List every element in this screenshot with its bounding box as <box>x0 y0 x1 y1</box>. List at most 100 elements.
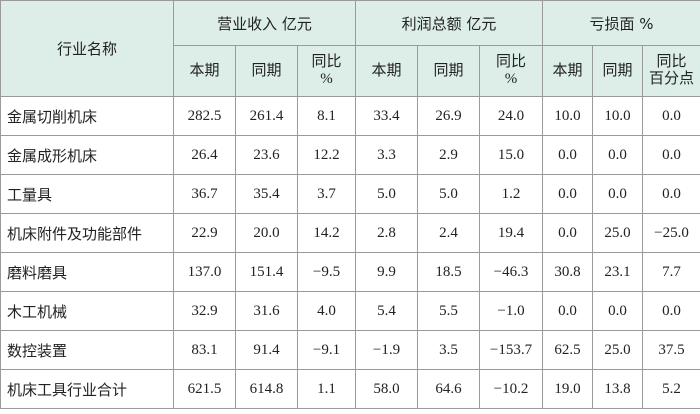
cell: 10.0 <box>592 96 644 136</box>
row-name: 工量具 <box>0 174 174 214</box>
table-row: 机床工具行业合计 621.5 614.8 1.1 58.0 64.6 −10.2 19.0 13… <box>0 369 700 409</box>
row-name: 金属成形机床 <box>0 135 174 175</box>
row-name: 磨料磨具 <box>0 252 174 292</box>
cell: 83.1 <box>173 330 236 370</box>
cell: 1.1 <box>296 369 357 409</box>
cell: 4.0 <box>296 291 357 331</box>
cell: 5.5 <box>417 291 481 331</box>
subheader-line: 同期 <box>251 62 282 79</box>
subheader-line: 同期 <box>433 62 464 79</box>
cell: 25.0 <box>592 330 644 370</box>
table-header: 行业名称 营业收入 亿元 利润总额 亿元 亏损面 % 本期 同期 同比% 本期 同期 同比% 本期同… <box>0 0 700 97</box>
cell: 13.8 <box>592 369 644 409</box>
subheader: 同期 <box>235 45 298 97</box>
subheader: 本期 <box>355 45 419 97</box>
cell: 36.7 <box>173 174 236 214</box>
cell: 5.4 <box>355 291 419 331</box>
cell: 37.5 <box>642 330 700 370</box>
cell: 30.8 <box>542 252 594 292</box>
subheader: 同比 百分点 <box>642 45 700 97</box>
header-row: 行业名称 营业收入 亿元 利润总额 亿元 亏损面 % <box>0 0 700 97</box>
subheader: 本期 <box>542 45 594 97</box>
cell: 7.7 <box>642 252 700 292</box>
cell: 19.0 <box>542 369 594 409</box>
cell: 14.2 <box>296 213 357 253</box>
cell: 20.0 <box>235 213 298 253</box>
cell: −1.9 <box>355 330 419 370</box>
subheader-line: % <box>504 71 518 87</box>
cell: 23.1 <box>592 252 644 292</box>
cell: 15.0 <box>479 135 544 175</box>
subheader: 同比% <box>479 45 544 97</box>
subheader: 同期 <box>592 45 644 97</box>
cell: 0.0 <box>542 291 594 331</box>
cell: −46.3 <box>479 252 544 292</box>
subheader-line: 百分点 <box>649 71 695 87</box>
cell: 0.0 <box>642 135 700 175</box>
subheader-line: 同比 <box>656 54 687 70</box>
cell: 26.4 <box>173 135 236 175</box>
cell: 64.6 <box>417 369 481 409</box>
subheader-line: 本期 <box>371 62 402 79</box>
cell: 0.0 <box>592 291 644 331</box>
cell: 2.8 <box>355 213 419 253</box>
cell: 0.0 <box>642 174 700 214</box>
cell: 35.4 <box>235 174 298 214</box>
cell: −9.1 <box>296 330 357 370</box>
cell: −9.5 <box>296 252 357 292</box>
cell: 3.7 <box>296 174 357 214</box>
row-name: 机床附件及功能部件 <box>0 213 174 253</box>
row-name: 木工机械 <box>0 291 174 331</box>
subheader-row: 本期 同期 同比% 本期 同期 同比% 本期 同期 同比 百分点 <box>1 45 700 97</box>
row-name: 机床工具行业合计 <box>0 369 174 409</box>
cell: 10.0 <box>542 96 594 136</box>
cell: −10.2 <box>479 369 544 409</box>
row-name: 金属切削机床 <box>0 96 174 136</box>
cell: 0.0 <box>542 213 594 253</box>
cell: 23.6 <box>235 135 298 175</box>
cell: 32.9 <box>173 291 236 331</box>
subheader-line: 同比 <box>496 54 527 70</box>
cell: 282.5 <box>173 96 236 136</box>
cell: 22.9 <box>173 213 236 253</box>
group-header: 营业收入 亿元 <box>172 0 357 46</box>
cell: 9.9 <box>355 252 419 292</box>
cell: 91.4 <box>235 330 298 370</box>
cell: 137.0 <box>173 252 236 292</box>
cell: 0.0 <box>592 135 644 175</box>
cell: 621.5 <box>173 369 236 409</box>
cell: 5.0 <box>355 174 419 214</box>
subheader: 同期 <box>417 45 481 97</box>
subheader-line: 同比 <box>311 54 342 70</box>
cell: −153.7 <box>479 330 544 370</box>
table-body: 金属切削机床 282.5 261.4 8.1 33.4 26.9 24.0 10.0 10.0 0… <box>0 96 700 409</box>
cell: 0.0 <box>642 96 700 136</box>
cell: 62.5 <box>542 330 594 370</box>
cell: 0.0 <box>542 174 594 214</box>
cell: 3.5 <box>417 330 481 370</box>
subheader: 同比% <box>296 45 357 97</box>
subheader-line: 同期 <box>602 62 633 79</box>
cell: 2.4 <box>417 213 481 253</box>
table-row: 数控装置 83.1 91.4 −9.1 −1.9 3.5 −153.7 62.5 25.0 37.… <box>0 330 700 370</box>
cell: 2.9 <box>417 135 481 175</box>
cell: 261.4 <box>235 96 298 136</box>
subheader: 本期 <box>173 45 236 97</box>
cell: 1.2 <box>479 174 544 214</box>
cell: 5.2 <box>642 369 700 409</box>
table-row: 工量具 36.7 35.4 3.7 5.0 5.0 1.2 0.0 0.0 0.0 <box>0 174 700 214</box>
group-header: 利润总额 亿元 <box>355 0 544 46</box>
cell: 18.5 <box>417 252 481 292</box>
cell: 0.0 <box>642 291 700 331</box>
table-row: 机床附件及功能部件 22.9 20.0 14.2 2.8 2.4 19.4 0.0 25.0 −2… <box>0 213 700 253</box>
cell: −25.0 <box>642 213 700 253</box>
cell: 24.0 <box>479 96 544 136</box>
cell: 0.0 <box>592 174 644 214</box>
corner-header: 行业名称 <box>0 0 174 97</box>
cell: 19.4 <box>479 213 544 253</box>
subheader-line: 本期 <box>552 62 583 79</box>
group-header: 亏损面 % <box>542 0 700 46</box>
subheader-line: 本期 <box>189 62 220 79</box>
